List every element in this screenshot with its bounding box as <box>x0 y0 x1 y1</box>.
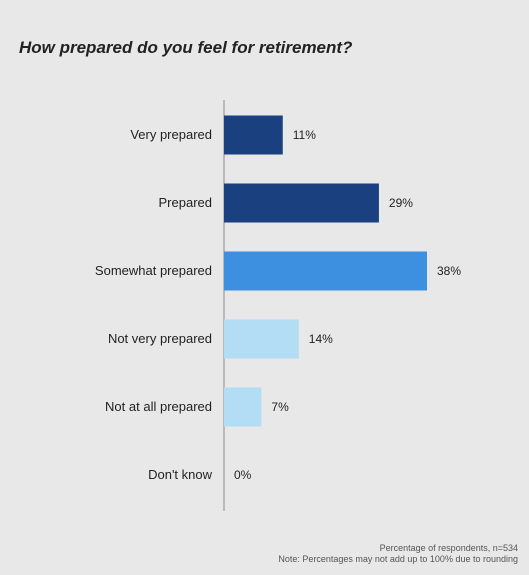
category-label: Somewhat prepared <box>95 263 212 278</box>
category-label: Not at all prepared <box>105 399 212 414</box>
value-label: 29% <box>389 196 413 210</box>
value-label: 14% <box>309 332 333 346</box>
value-label: 11% <box>293 128 316 142</box>
value-label: 7% <box>271 400 289 414</box>
bar <box>224 319 299 359</box>
sample-size-note: Percentage of respondents, n=534 <box>379 543 518 553</box>
value-label: 38% <box>437 264 461 278</box>
chart-notes: Percentage of respondents, n=534 Note: P… <box>278 543 518 565</box>
category-label: Not very prepared <box>108 331 212 346</box>
bar <box>224 115 283 155</box>
category-label: Prepared <box>159 195 212 210</box>
rounding-note: Note: Percentages may not add up to 100%… <box>278 554 518 564</box>
bar <box>224 387 262 427</box>
bar <box>224 251 427 291</box>
category-label: Don't know <box>148 467 213 482</box>
category-label: Very prepared <box>130 127 212 142</box>
chart-title: How prepared do you feel for retirement? <box>19 38 353 57</box>
bar <box>224 183 379 223</box>
value-label: 0% <box>234 468 252 482</box>
